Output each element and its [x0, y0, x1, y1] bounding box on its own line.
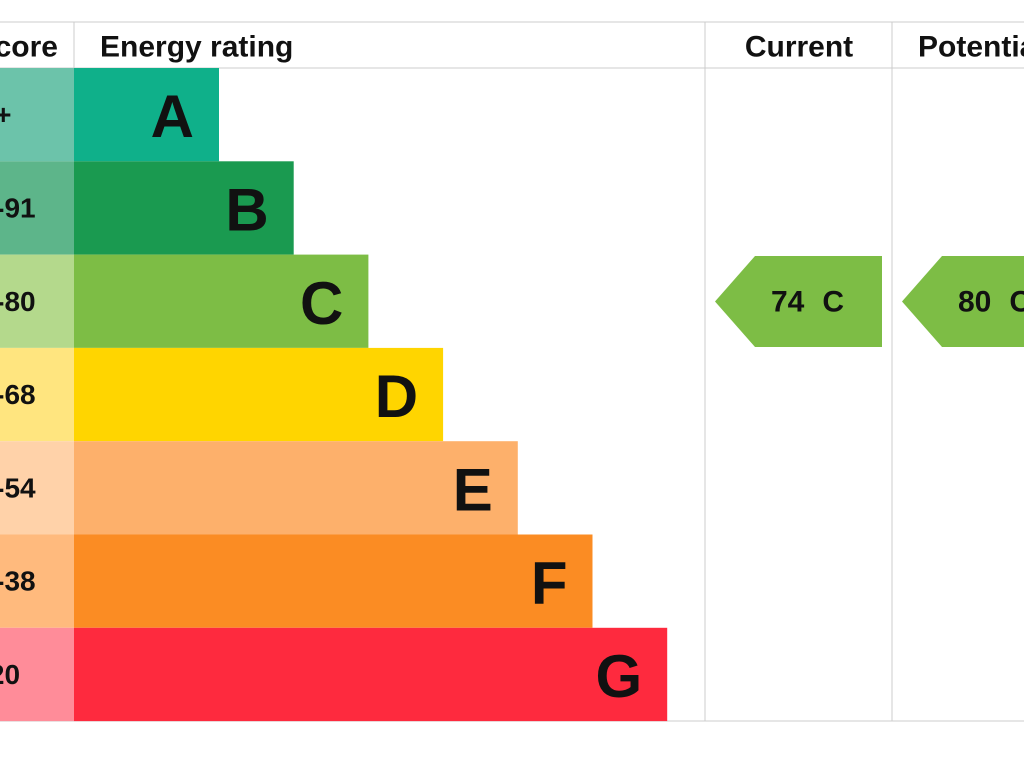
potential-arrow	[902, 256, 1024, 347]
current-arrow	[715, 256, 882, 347]
potential-header: Potential	[918, 31, 1024, 64]
score-cell	[0, 347, 74, 442]
rating-bar	[74, 627, 668, 722]
rating-letter: D	[375, 363, 418, 430]
score-header: Score	[0, 31, 58, 64]
score-label: 69-80	[0, 286, 36, 317]
rating-letter: F	[531, 550, 568, 617]
rating-header: Energy rating	[100, 31, 293, 64]
score-label: 81-91	[0, 192, 36, 223]
score-cell	[0, 254, 74, 348]
rating-letter: C	[300, 270, 343, 337]
rating-bar	[74, 347, 444, 442]
rating-letter: E	[453, 456, 493, 523]
rating-bar	[74, 161, 294, 255]
rating-letter: B	[225, 176, 268, 243]
rating-bar	[74, 441, 518, 535]
score-label: 1-20	[0, 659, 20, 690]
current-label: 74 C	[771, 285, 844, 318]
score-cell	[0, 441, 74, 535]
rating-bar	[74, 68, 219, 162]
score-cell	[0, 68, 74, 162]
rating-letter: G	[596, 643, 643, 710]
rating-bar	[74, 254, 369, 348]
score-cell	[0, 534, 74, 628]
score-label: 39-54	[0, 472, 36, 503]
rating-letter: A	[151, 83, 194, 150]
score-label: 21-38	[0, 566, 36, 597]
current-letter: C	[822, 285, 844, 318]
potential-label: 80 C	[958, 285, 1024, 318]
score-label: 92+	[0, 99, 12, 130]
score-cell	[0, 161, 74, 255]
score-label: 55-68	[0, 379, 36, 410]
current-header: Current	[745, 31, 853, 64]
current-value: 74	[771, 285, 805, 318]
potential-letter: C	[1009, 285, 1024, 318]
rating-bar	[74, 534, 593, 628]
potential-value: 80	[958, 285, 991, 318]
score-cell	[0, 627, 74, 722]
